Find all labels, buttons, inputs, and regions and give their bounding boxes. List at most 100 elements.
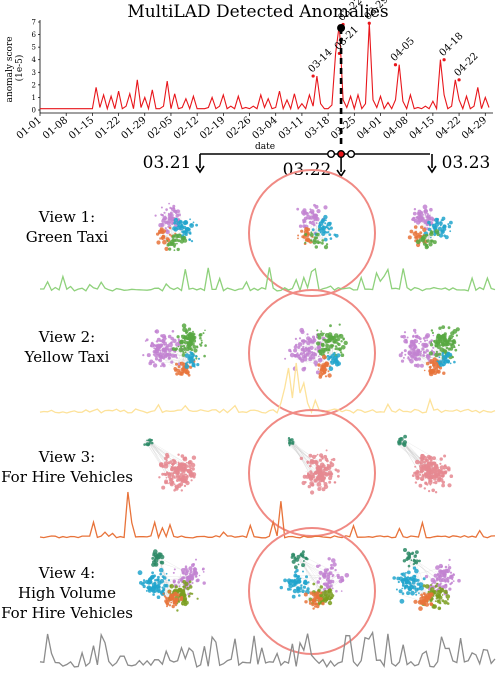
network-node [327, 338, 332, 343]
network-node [167, 472, 172, 476]
network-node [318, 577, 322, 580]
network-node [318, 355, 320, 358]
network-node [438, 362, 442, 366]
network-node [183, 463, 186, 466]
network-node [300, 329, 305, 335]
network-node [294, 565, 298, 570]
network-graph [407, 204, 453, 250]
network-node [448, 587, 452, 591]
network-node [300, 229, 304, 233]
network-node [299, 456, 304, 461]
network-node [412, 231, 417, 236]
network-node [196, 363, 200, 367]
network-node [416, 578, 420, 582]
network-node [435, 600, 437, 603]
network-edge [321, 227, 333, 242]
network-node [177, 462, 181, 466]
network-edge [299, 558, 302, 561]
network-node [175, 342, 180, 347]
network-node [444, 465, 448, 469]
network-node [422, 227, 427, 232]
network-node [279, 585, 283, 590]
network-node [419, 460, 424, 465]
network-node [321, 601, 325, 606]
network-node [329, 237, 333, 240]
network-node [163, 472, 167, 476]
network-node [304, 481, 307, 484]
network-node [410, 590, 415, 596]
network-node [450, 581, 454, 584]
network-node [159, 343, 164, 348]
network-node [457, 578, 461, 583]
network-edge [415, 569, 436, 575]
network-node [172, 204, 176, 208]
network-node [332, 562, 337, 567]
network-node [420, 478, 424, 481]
network-node [137, 570, 143, 576]
network-node [434, 225, 438, 230]
network-node [438, 473, 441, 476]
network-node [317, 368, 320, 370]
network-node [449, 220, 453, 225]
view-row-4: View 4: High Volume For Hire Vehicles [1, 527, 496, 668]
network-node [315, 602, 319, 606]
network-node [313, 238, 317, 242]
network-node [422, 584, 426, 588]
network-node [177, 213, 181, 217]
network-node [414, 331, 417, 334]
network-node [306, 214, 311, 220]
network-node [442, 364, 445, 367]
network-node [152, 344, 156, 347]
network-node [202, 571, 205, 573]
network-node [318, 469, 322, 472]
network-node [191, 582, 194, 584]
network-node [327, 352, 329, 354]
network-node [173, 249, 176, 252]
network-node [412, 566, 417, 570]
network-node [191, 455, 197, 460]
network-node [339, 351, 343, 354]
peak-label: 04-22 [452, 51, 480, 79]
network-node [342, 338, 345, 341]
network-node [396, 576, 401, 581]
network-node [328, 366, 334, 372]
network-node [436, 363, 439, 366]
network-node [321, 487, 326, 492]
network-node [188, 464, 192, 468]
network-node [161, 219, 165, 223]
network-node [414, 562, 416, 565]
network-node [168, 604, 172, 607]
network-node [448, 334, 454, 340]
network-node [443, 234, 446, 237]
network-node [161, 214, 164, 217]
network-node [298, 594, 301, 597]
network-node [163, 348, 168, 353]
network-node [436, 333, 441, 338]
network-node [156, 584, 161, 589]
date-label-right: 03.23 [442, 153, 491, 173]
network-node [309, 460, 314, 465]
network-node [165, 208, 168, 211]
y-tick-label: 3 [32, 69, 36, 77]
network-node [435, 565, 440, 570]
network-node [438, 233, 444, 238]
network-node [165, 237, 170, 241]
network-node [319, 591, 323, 595]
network-node [182, 351, 185, 354]
network-node [446, 576, 450, 581]
network-node [448, 558, 451, 562]
network-node [204, 329, 206, 332]
network-node [325, 472, 329, 476]
network-node [398, 589, 403, 594]
network-node [180, 477, 183, 481]
network-node [168, 241, 173, 247]
network-node [186, 586, 190, 591]
network-node [293, 345, 298, 349]
network-node [455, 334, 458, 337]
network-node [404, 353, 407, 356]
network-node [196, 597, 199, 600]
network-node [392, 576, 397, 580]
chart-title: MultiLAD Detected Anomalies [127, 2, 388, 22]
network-node [409, 577, 412, 580]
view-row-1: View 1: Green Taxi [26, 169, 496, 297]
